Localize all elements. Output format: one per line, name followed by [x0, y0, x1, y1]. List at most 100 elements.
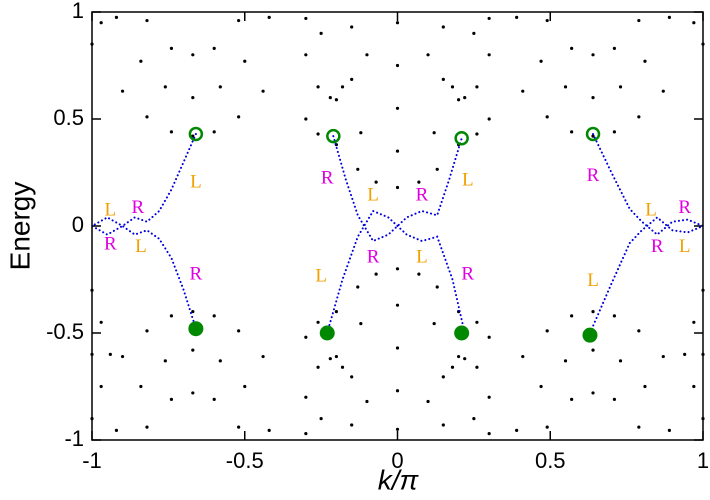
band-point: [435, 167, 439, 171]
band-point: [591, 96, 595, 100]
band-point: [99, 320, 103, 324]
band-point: [487, 335, 491, 339]
annotation: R: [321, 167, 334, 188]
band-point: [441, 423, 445, 427]
band-point: [487, 117, 491, 121]
band-point: [661, 354, 665, 359]
band-point: [539, 59, 543, 63]
annotation: R: [461, 264, 474, 285]
y-axis-title: Energy: [4, 182, 35, 271]
band-point: [108, 352, 112, 356]
band-point: [237, 115, 241, 119]
band-point: [163, 85, 167, 89]
band-point: [667, 15, 671, 19]
band-point: [612, 46, 617, 50]
band-point: [191, 391, 195, 395]
open-marker: [454, 131, 469, 146]
band-point: [618, 85, 623, 89]
band-point: [487, 431, 491, 436]
band-point: [570, 314, 574, 318]
band-point: [319, 31, 323, 35]
band-point: [99, 384, 103, 389]
band-point: [637, 18, 641, 23]
filled-marker: [188, 321, 204, 337]
annotation: R: [190, 264, 203, 285]
band-point: [191, 96, 195, 100]
annotation: L: [315, 266, 327, 287]
band-point: [261, 89, 265, 93]
band-point: [212, 314, 216, 318]
band-point: [591, 310, 595, 314]
annotation: L: [367, 184, 379, 205]
band-point: [441, 77, 445, 82]
band-point: [304, 16, 308, 21]
open-marker: [585, 126, 601, 142]
band-point: [618, 359, 623, 363]
band-point: [475, 320, 479, 324]
band-point: [304, 431, 308, 436]
band-point: [99, 21, 103, 25]
band-point: [450, 365, 455, 369]
band-point: [114, 15, 119, 19]
band-point: [435, 285, 439, 289]
band-point: [563, 359, 568, 363]
band-point: [563, 85, 568, 89]
band-point: [515, 15, 519, 19]
band-point: [191, 310, 195, 314]
band-point: [457, 98, 461, 102]
band-point: [139, 384, 143, 389]
annotation: L: [190, 172, 202, 193]
band-point: [304, 335, 308, 339]
band-point: [417, 180, 421, 184]
band-point: [319, 417, 323, 421]
band-point: [243, 384, 247, 389]
band-point: [545, 18, 549, 23]
band-point: [374, 180, 378, 184]
band-point: [218, 85, 222, 89]
band-point: [395, 267, 400, 271]
x-axis-title: k/π: [378, 464, 420, 495]
annotation: R: [104, 234, 117, 255]
band-point: [340, 85, 345, 89]
band-point: [692, 21, 696, 25]
band-point: [395, 185, 400, 190]
annotation: L: [416, 246, 428, 267]
band-point: [350, 423, 354, 427]
band-point: [356, 167, 360, 171]
band-point: [426, 399, 430, 404]
band-point: [539, 384, 543, 389]
band-point: [487, 16, 491, 21]
band-point: [612, 314, 617, 318]
annotation: R: [367, 246, 380, 267]
band-point: [304, 117, 308, 121]
band-point: [637, 329, 641, 333]
band-point: [441, 25, 445, 29]
band-point: [637, 425, 641, 429]
band-point: [395, 63, 400, 68]
band-point: [426, 53, 430, 57]
band-point: [237, 329, 241, 333]
band-point: [350, 375, 354, 379]
band-point: [356, 285, 360, 289]
band-point: [261, 354, 265, 359]
band-point: [545, 329, 549, 333]
band-point: [692, 320, 696, 324]
band-point: [237, 18, 241, 23]
band-point: [304, 53, 308, 57]
x-tick-label: 0.5: [535, 448, 566, 473]
y-tick-label: 0: [72, 212, 84, 237]
band-point: [328, 357, 332, 361]
band-point: [169, 130, 174, 134]
band-point: [334, 354, 338, 359]
band-point: [463, 357, 467, 361]
annotation: L: [679, 236, 691, 257]
annotation: R: [416, 184, 429, 205]
band-point: [545, 115, 549, 119]
band-point: [637, 115, 641, 119]
band-point: [450, 85, 455, 89]
band-point: [591, 53, 595, 57]
band-point: [316, 132, 320, 136]
y-tick-label: 0.5: [53, 105, 84, 130]
edge-state: [91, 133, 704, 334]
